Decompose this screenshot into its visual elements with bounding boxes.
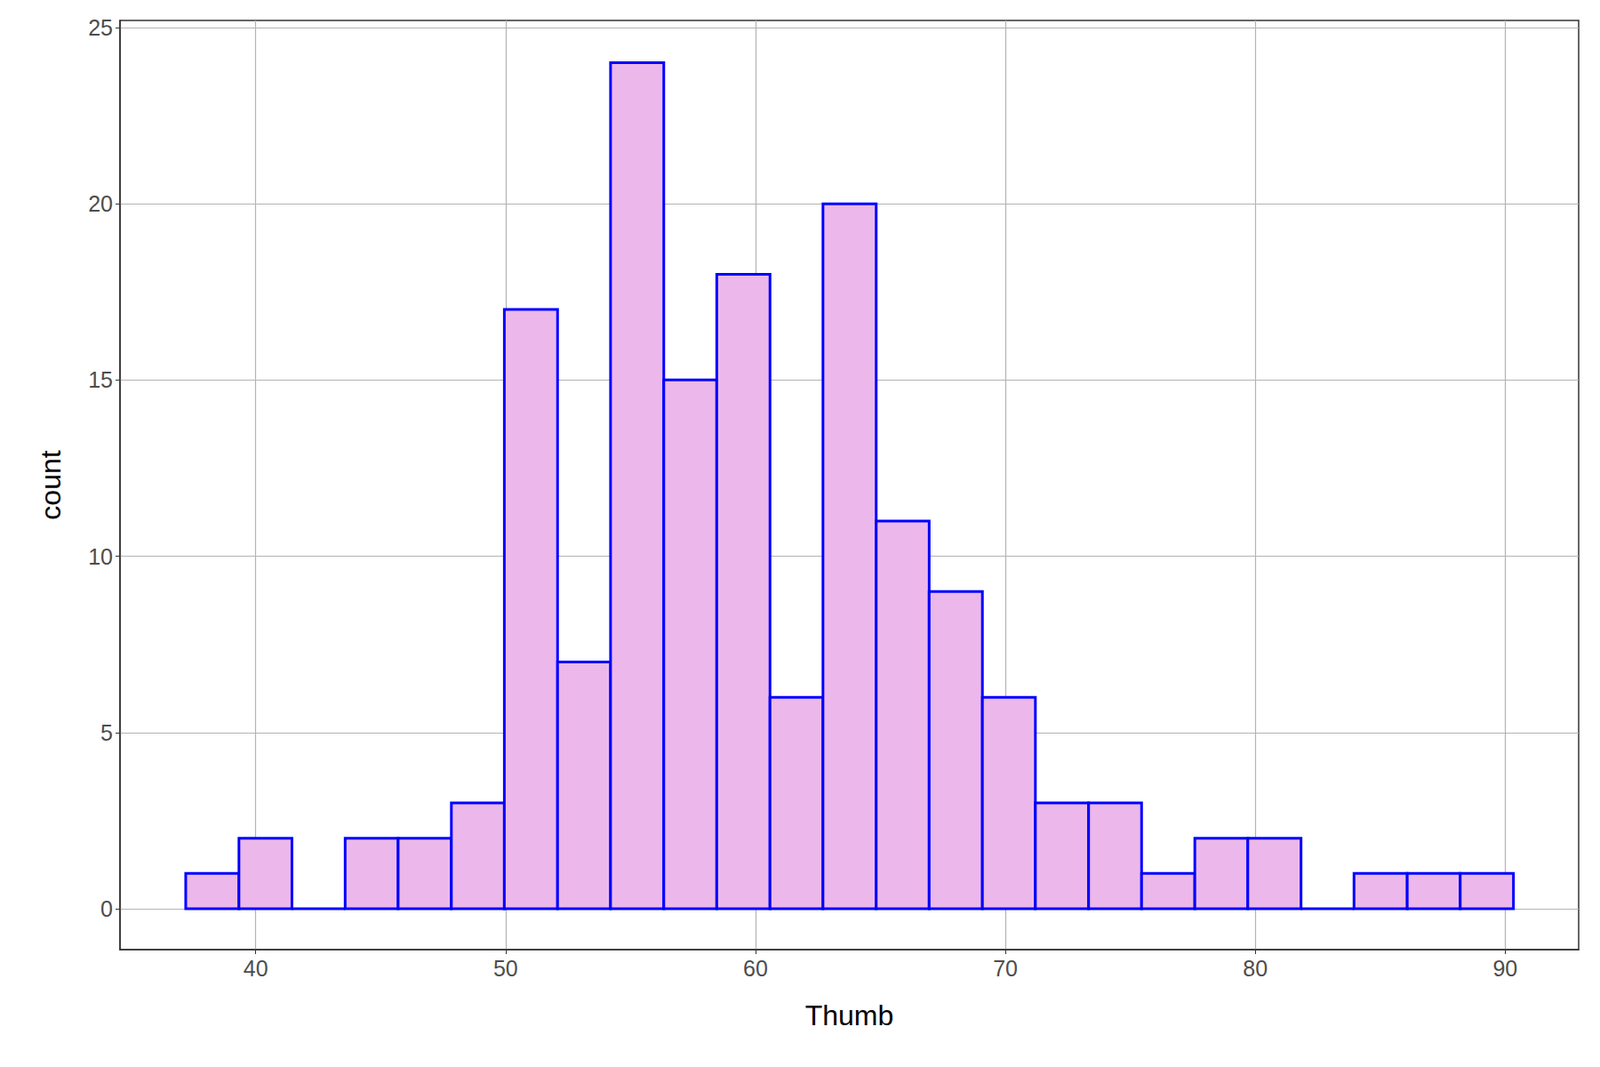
svg-text:15: 15 (88, 367, 113, 392)
svg-text:0: 0 (100, 896, 113, 921)
svg-text:count: count (34, 449, 67, 520)
svg-text:40: 40 (243, 955, 269, 981)
svg-text:25: 25 (88, 15, 113, 40)
svg-text:5: 5 (100, 720, 113, 745)
svg-text:10: 10 (88, 544, 113, 569)
svg-text:Thumb: Thumb (805, 999, 895, 1032)
svg-text:70: 70 (992, 955, 1018, 981)
svg-text:80: 80 (1242, 955, 1268, 981)
svg-text:50: 50 (493, 955, 519, 981)
svg-text:90: 90 (1492, 955, 1518, 981)
svg-text:60: 60 (743, 955, 768, 981)
svg-text:20: 20 (88, 191, 113, 216)
